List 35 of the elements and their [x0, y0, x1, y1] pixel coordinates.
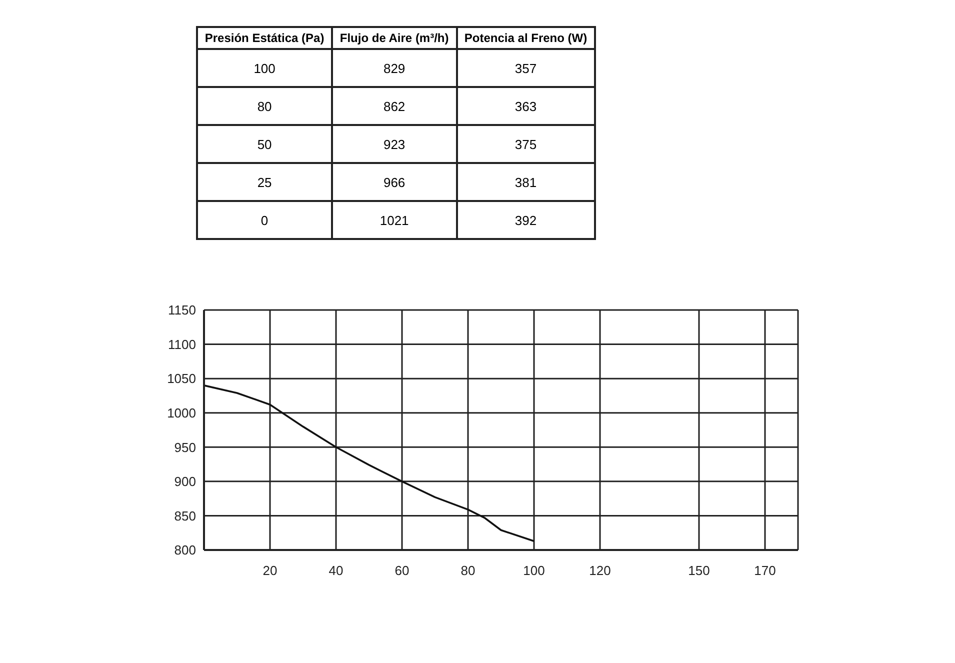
data-label: 381: [456, 163, 595, 201]
y-tick-label: 800: [174, 542, 196, 558]
category-label: 50: [197, 125, 332, 163]
x-tick-label: 40: [328, 563, 344, 578]
x-tick-label: 80: [460, 563, 476, 578]
text: Potencia al Freno (W): [456, 27, 595, 49]
y-tick-label: 850: [174, 508, 196, 524]
category-label: 0: [197, 201, 332, 239]
text: Flujo de Aire (m³/h): [332, 27, 457, 49]
data-label: 923: [332, 125, 457, 163]
text: Presión Estática (Pa): [197, 27, 332, 49]
data-label: 829: [332, 49, 457, 87]
y-tick-label: 1100: [168, 336, 196, 352]
category-label: 80: [197, 87, 332, 125]
category-label: 100: [197, 49, 332, 87]
line-series: [204, 384, 535, 542]
data-label: 1021: [332, 201, 457, 239]
data-label: 966: [332, 163, 457, 201]
y-tick-label: 1000: [167, 405, 196, 420]
x-tick-label: 120: [589, 563, 611, 578]
x-tick-label: 20: [262, 563, 278, 578]
y-tick-label: 950: [174, 440, 196, 455]
y-tick-label: 1050: [167, 371, 196, 386]
category-label: 25: [197, 163, 332, 201]
x-tick-label: 100: [523, 563, 545, 578]
data-label: 862: [332, 87, 457, 125]
x-tick-label: 60: [394, 563, 410, 578]
data-label: 357: [456, 49, 595, 87]
data-label: 392: [456, 201, 595, 239]
data-label: 375: [456, 125, 595, 163]
x-tick-label: 170: [754, 563, 776, 578]
y-tick-label: 900: [174, 474, 196, 490]
x-tick-label: 150: [688, 563, 710, 578]
data-label: 363: [456, 87, 595, 125]
y-tick-label: 1150: [168, 302, 196, 318]
